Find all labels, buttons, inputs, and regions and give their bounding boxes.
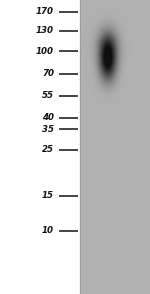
Text: 55: 55 [42,91,54,100]
Text: 100: 100 [36,47,54,56]
Text: 130: 130 [36,26,54,35]
Text: 10: 10 [42,226,54,235]
Text: 40: 40 [42,113,54,122]
Text: 25: 25 [42,146,54,154]
Text: 170: 170 [36,7,54,16]
Bar [80,0,150,294]
Text: 15: 15 [42,191,54,200]
Text: 35: 35 [42,125,54,134]
Text: 70: 70 [42,69,54,78]
